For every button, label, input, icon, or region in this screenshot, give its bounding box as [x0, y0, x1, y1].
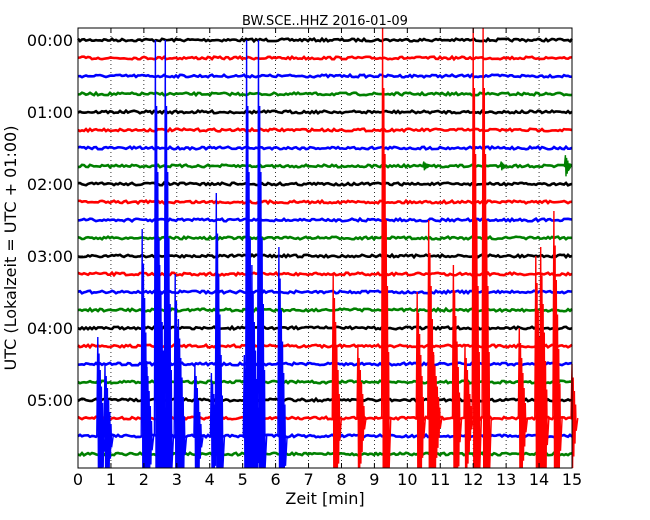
event-burst	[163, 39, 175, 469]
event-burst	[431, 354, 443, 469]
event-burst	[422, 161, 430, 171]
trace-line	[77, 288, 573, 296]
x-axis-label: Zeit [min]	[285, 489, 364, 508]
x-tick-label: 5	[238, 470, 248, 489]
x-tick-label: 3	[172, 470, 182, 489]
plot-frame	[77, 27, 573, 469]
event-burst	[481, 27, 492, 469]
trace-line	[77, 234, 573, 242]
trace-line	[77, 306, 573, 313]
event-burst	[103, 363, 114, 469]
event-burst	[214, 192, 226, 469]
trace-line	[77, 270, 573, 278]
trace-layer	[77, 36, 573, 457]
chart-title: BW.SCE..HHZ 2016-01-09	[242, 14, 408, 29]
trace-line	[77, 108, 573, 116]
event-burst	[539, 246, 550, 469]
x-tick-label: 7	[303, 470, 313, 489]
y-tick-label: 05:00	[27, 391, 73, 410]
trace-line	[77, 360, 573, 368]
trace-line	[77, 216, 573, 224]
trace-line	[77, 180, 573, 188]
trace-line	[77, 324, 573, 332]
event-burst	[277, 246, 288, 469]
x-tick-label: 0	[73, 470, 83, 489]
plot-area	[77, 27, 579, 469]
event-burst	[415, 291, 427, 469]
trace-line	[77, 342, 573, 350]
x-tick-label: 13	[496, 470, 516, 489]
x-tick-label: 15	[562, 470, 582, 489]
trace-line	[77, 54, 573, 62]
x-tick-label: 10	[397, 470, 417, 489]
trace-line	[77, 72, 573, 80]
x-tick-label: 12	[463, 470, 483, 489]
event-burst	[517, 327, 529, 469]
y-tick-label: 03:00	[27, 247, 73, 266]
x-tick-label: 2	[139, 470, 149, 489]
event-burst	[563, 155, 572, 177]
event-burst	[256, 39, 268, 469]
event-burst	[193, 363, 204, 469]
x-tick-label: 11	[430, 470, 450, 489]
trace-line	[77, 396, 573, 403]
y-axis: 00:00 01:00 02:00 03:00 04:00 05:00	[27, 31, 572, 410]
x-tick-label: 8	[336, 470, 346, 489]
x-tick-label: 1	[106, 470, 116, 489]
event-burst	[471, 27, 483, 469]
x-axis: 0 1 2 3 4 5 6 7 8 9 10 11 12 13 14 15	[73, 28, 582, 489]
event-burst	[463, 345, 474, 469]
trace-line	[77, 126, 573, 134]
y-axis-label: UTC (Lokalzeit = UTC + 01:00)	[1, 126, 20, 371]
event-burst	[552, 210, 563, 469]
event-layer	[96, 27, 579, 469]
event-burst	[356, 345, 367, 469]
trace-line	[77, 144, 573, 151]
y-tick-label: 01:00	[27, 103, 73, 122]
trace-line	[77, 378, 573, 386]
trace-line	[77, 162, 573, 170]
x-tick-label: 4	[205, 470, 215, 489]
event-burst	[499, 161, 508, 171]
x-tick-label: 9	[369, 470, 379, 489]
trace-line	[77, 36, 573, 44]
x-tick-label: 14	[529, 470, 549, 489]
event-burst	[143, 345, 155, 469]
y-tick-label: 00:00	[27, 31, 73, 50]
event-burst	[331, 273, 343, 469]
trace-line	[77, 198, 573, 206]
trace-line	[77, 450, 573, 457]
x-tick-label: 6	[271, 470, 281, 489]
trace-line	[77, 90, 573, 98]
y-tick-label: 04:00	[27, 319, 73, 338]
event-burst	[380, 27, 392, 469]
event-burst	[451, 264, 463, 469]
y-tick-label: 02:00	[27, 175, 73, 194]
event-burst	[176, 318, 188, 469]
trace-line	[77, 415, 573, 422]
trace-line	[77, 252, 573, 260]
